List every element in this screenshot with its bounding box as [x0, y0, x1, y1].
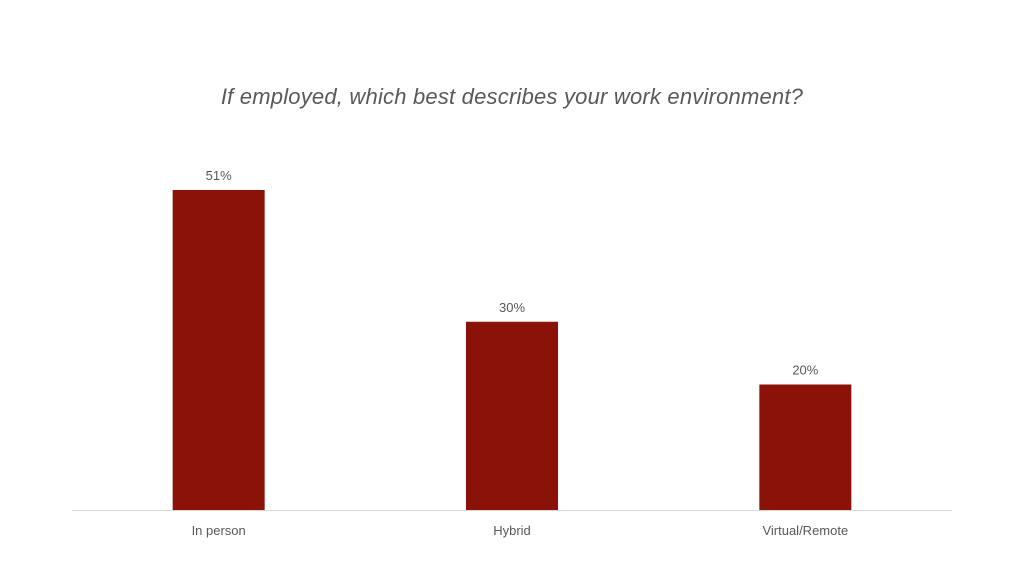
data-label: 30%: [499, 300, 525, 315]
x-tick-label: Hybrid: [493, 523, 531, 538]
bar-virtual-remote: [759, 384, 852, 510]
bar-hybrid: [466, 321, 558, 510]
x-tick-label: In person: [192, 523, 246, 538]
bar-in-person: [172, 190, 265, 510]
x-tick-label: Virtual/Remote: [762, 523, 848, 538]
data-label: 51%: [206, 168, 232, 183]
data-label: 20%: [792, 363, 818, 378]
chart-title: If employed, which best describes your w…: [220, 84, 804, 109]
bars-layer: [172, 190, 852, 510]
labels-layer: 51% In person 30% Hybrid 20% Virtual/Remote: [192, 168, 849, 538]
